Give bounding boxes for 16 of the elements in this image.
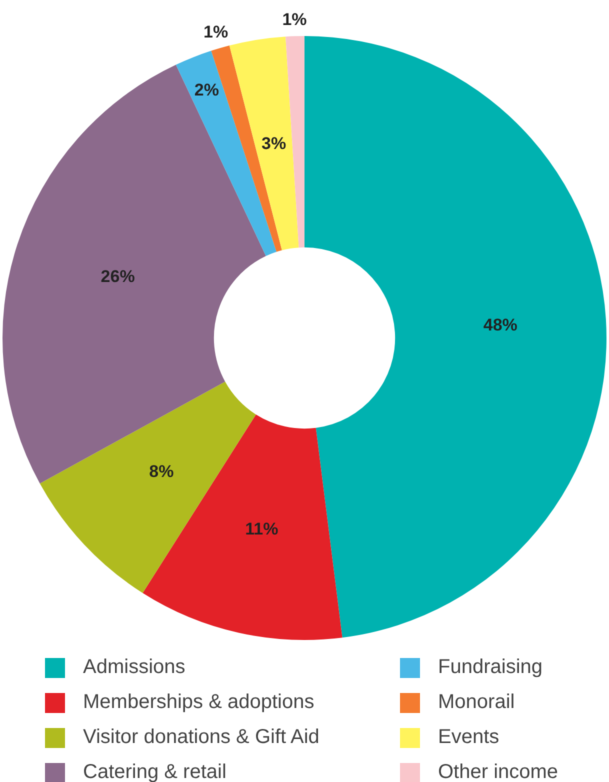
data-label: 8% <box>149 462 174 482</box>
data-label: 11% <box>245 519 278 538</box>
data-label: 3% <box>262 134 286 153</box>
legend-label: Other income <box>438 761 558 782</box>
legend-label: Fundraising <box>438 656 543 679</box>
legend-label: Catering & retail <box>83 761 226 782</box>
data-label: 1% <box>282 10 307 29</box>
legend-label: Memberships & adoptions <box>83 691 314 714</box>
data-label: 2% <box>194 80 219 100</box>
legend-label: Events <box>438 726 500 749</box>
data-label: 1% <box>203 22 228 42</box>
data-label: 26% <box>100 267 135 286</box>
legend-label: Visitor donations & Gift Aid <box>83 726 320 749</box>
legend-label: Monorail <box>438 691 515 714</box>
data-label: 48% <box>483 315 518 334</box>
legend-label: Admissions <box>83 656 186 679</box>
